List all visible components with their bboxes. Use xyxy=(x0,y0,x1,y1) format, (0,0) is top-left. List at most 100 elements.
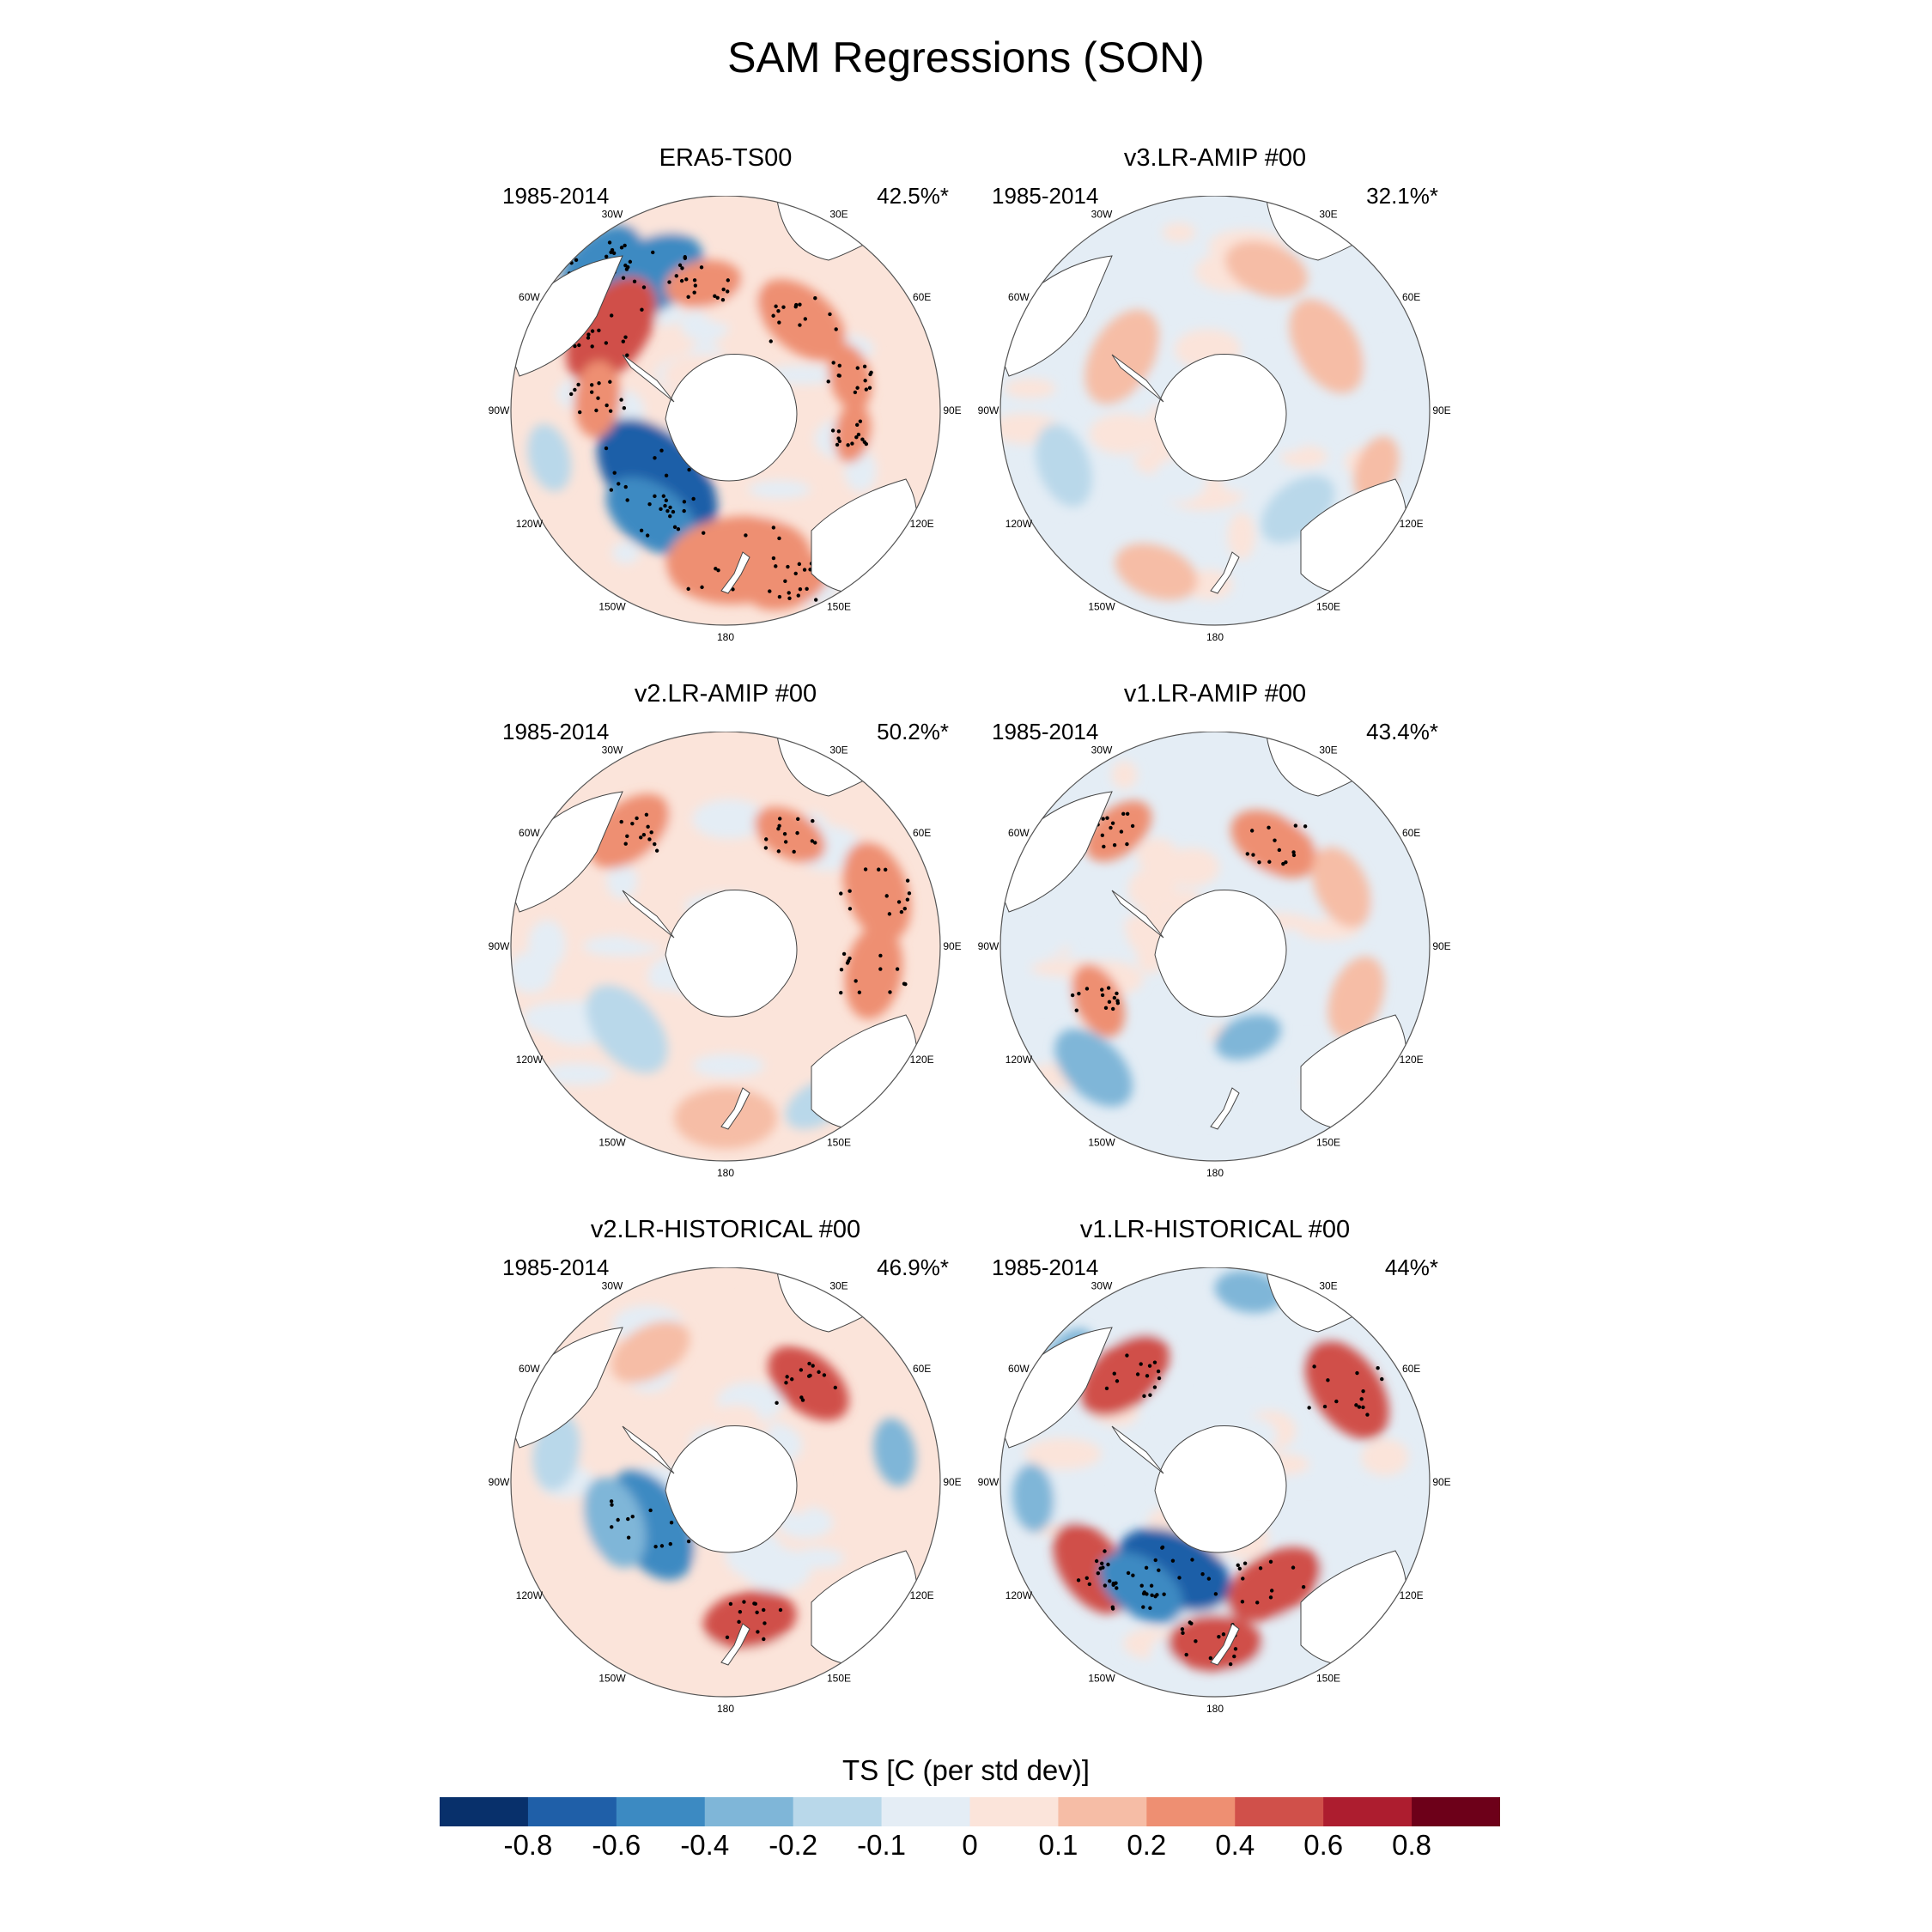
longitude-label: 120W xyxy=(516,1589,544,1601)
significance-dot xyxy=(597,328,601,332)
colorbar-segment xyxy=(1146,1797,1236,1826)
significance-dot xyxy=(645,533,650,538)
longitude-label: 60W xyxy=(519,827,540,839)
significance-dot xyxy=(1100,833,1105,838)
significance-dot xyxy=(813,841,817,845)
longitude-label: 120E xyxy=(910,1054,934,1066)
longitude-label: 30W xyxy=(602,1279,623,1291)
anomaly-patch xyxy=(1089,413,1156,454)
longitude-label: 60E xyxy=(913,827,931,839)
significance-dot xyxy=(597,381,601,386)
longitude-label: 150E xyxy=(1316,1137,1340,1149)
significance-dot xyxy=(737,1619,741,1625)
longitude-label: 90W xyxy=(978,940,999,952)
significance-dot xyxy=(716,568,720,573)
longitude-label: 60E xyxy=(913,291,931,303)
significance-dot xyxy=(1084,987,1090,991)
significance-dot xyxy=(609,313,614,318)
significance-dot xyxy=(1184,1652,1188,1657)
significance-dot xyxy=(896,900,902,904)
significance-dot xyxy=(686,586,690,592)
panel-variance-explained: 32.1%* xyxy=(1366,183,1438,209)
significance-dot xyxy=(1145,1592,1149,1596)
longitude-label: 120E xyxy=(1400,1054,1424,1066)
longitude-label: 90E xyxy=(1432,1476,1450,1488)
significance-dot xyxy=(668,505,672,510)
land-mass xyxy=(1111,1425,1164,1474)
significance-dot xyxy=(895,967,900,971)
significance-dot xyxy=(803,317,808,321)
panel-variance-explained: 42.5%* xyxy=(877,183,949,209)
significance-dot xyxy=(1115,1586,1119,1590)
significance-dot xyxy=(1149,1583,1154,1588)
significance-dot xyxy=(848,907,853,911)
longitude-label: 120W xyxy=(516,1054,544,1066)
significance-dot xyxy=(611,251,617,256)
significance-dot xyxy=(1156,1369,1161,1374)
longitude-label: 150E xyxy=(827,1137,851,1149)
longitude-label: 120W xyxy=(1005,518,1033,530)
significance-dot xyxy=(725,1635,730,1640)
significance-dot xyxy=(617,482,621,486)
anomaly-patch xyxy=(768,1346,849,1421)
significance-dot xyxy=(805,586,809,591)
map-panel: v1.LR-AMIP #001985-201443.4%*030E60E90E1… xyxy=(975,680,1455,1212)
significance-dot xyxy=(1228,1662,1233,1667)
anomaly-patch xyxy=(606,862,638,899)
anomaly-patch xyxy=(1111,761,1138,789)
significance-dot xyxy=(813,296,817,301)
anomaly-patch xyxy=(692,1054,765,1078)
longitude-label: 60E xyxy=(1402,827,1420,839)
longitude-label: 30W xyxy=(1091,744,1113,756)
longitude-label: 180 xyxy=(1206,631,1224,642)
significance-dot xyxy=(1150,1593,1154,1597)
longitude-label: 60W xyxy=(519,291,540,303)
significance-dot xyxy=(686,295,690,300)
significance-dot xyxy=(863,867,868,872)
significance-dot xyxy=(1257,860,1261,865)
significance-dot xyxy=(700,585,704,590)
longitude-label: 150W xyxy=(1088,1137,1115,1149)
longitude-label: 180 xyxy=(1206,1167,1224,1178)
significance-dot xyxy=(1153,1594,1157,1599)
significance-dot xyxy=(796,593,800,598)
significance-dot xyxy=(590,344,594,349)
panel-period: 1985-2014 xyxy=(992,719,1099,744)
anomaly-patch xyxy=(1327,956,1385,1039)
anomaly-patch xyxy=(710,1339,742,1370)
significance-dot xyxy=(846,443,850,447)
significance-dot xyxy=(782,831,787,836)
significance-dot xyxy=(755,1610,759,1614)
longitude-label: 60E xyxy=(1402,291,1420,303)
significance-dot xyxy=(771,526,776,530)
significance-dot xyxy=(798,586,803,592)
significance-dot xyxy=(646,824,650,829)
longitude-label: 180 xyxy=(717,1703,734,1714)
significance-dot xyxy=(576,382,580,387)
significance-dot xyxy=(663,503,667,508)
significance-dot xyxy=(1145,1374,1150,1378)
anomaly-patch xyxy=(542,1063,615,1085)
significance-dot xyxy=(1144,1565,1149,1571)
longitude-label: 90W xyxy=(978,404,999,416)
anomaly-patch xyxy=(1163,848,1220,887)
anomaly-patch xyxy=(1311,1449,1350,1474)
significance-dot xyxy=(1301,1584,1306,1589)
significance-dot xyxy=(1152,1360,1157,1364)
significance-dot xyxy=(1359,1397,1364,1401)
significance-dot xyxy=(1112,842,1117,848)
significance-dot xyxy=(623,243,627,248)
significance-dot xyxy=(622,405,627,410)
significance-dot xyxy=(1125,1353,1129,1358)
significance-dot xyxy=(623,484,628,489)
anomaly-patch xyxy=(637,1653,702,1697)
significance-dot xyxy=(771,556,776,561)
significance-dot xyxy=(590,329,595,333)
land-mass xyxy=(1210,551,1240,594)
longitude-label: 30E xyxy=(1319,208,1337,220)
significance-dot xyxy=(1106,1562,1110,1567)
significance-dot xyxy=(1121,811,1126,817)
longitude-label: 90W xyxy=(489,1476,510,1488)
map-panel: v2.LR-HISTORICAL #001985-201446.9%*030E6… xyxy=(485,1216,966,1748)
significance-dot xyxy=(610,1503,614,1507)
